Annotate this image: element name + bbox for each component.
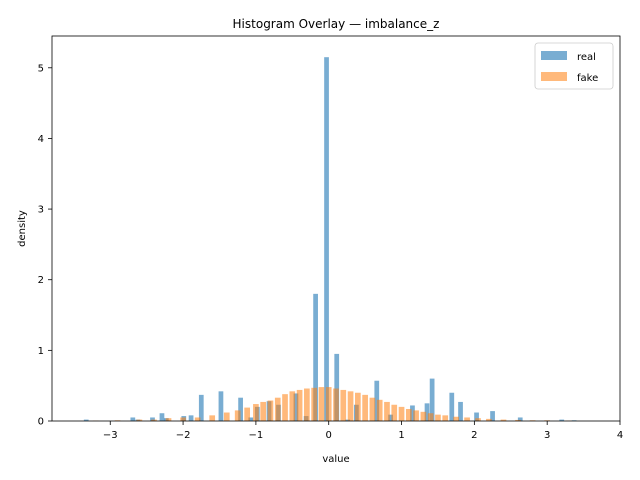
real-bar (490, 411, 495, 421)
fake-bar (442, 415, 449, 421)
fake-bar (413, 410, 419, 421)
real-bar (517, 417, 523, 421)
y-tick-label: 4 (38, 134, 44, 145)
real-bar (248, 417, 254, 421)
fake-bar (333, 388, 339, 421)
real-bar (218, 391, 224, 421)
fake-bar (500, 419, 507, 421)
chart-title: Histogram Overlay — imbalance_z (233, 17, 440, 31)
fake-bar (165, 418, 172, 421)
legend-label-real: real (577, 52, 596, 63)
fake-bar (464, 417, 470, 421)
fake-bar (296, 389, 303, 421)
fake-bar (304, 388, 310, 421)
real-bar (324, 57, 329, 421)
fake-bar (282, 394, 288, 421)
y-tick-label: 2 (38, 275, 44, 286)
x-tick-label: 3 (544, 430, 550, 441)
fake-bar (486, 418, 492, 421)
fake-bar (347, 391, 354, 421)
fake-bar (253, 404, 259, 421)
real-bar (458, 401, 463, 421)
fake-bar (274, 397, 281, 421)
x-axis-label: value (322, 454, 349, 465)
real-bar (410, 405, 415, 421)
real-bar (388, 414, 393, 421)
real-bar (150, 417, 155, 421)
real-bar (313, 293, 318, 421)
plot-area (83, 57, 577, 421)
fake-bar (376, 399, 383, 421)
fake-bar (267, 400, 274, 421)
fake-bar (223, 412, 230, 421)
fake-bar (427, 413, 434, 421)
legend-swatch-real (541, 51, 567, 60)
legend-swatch-fake (541, 72, 567, 81)
real-bar (238, 397, 243, 421)
legend: real fake (534, 42, 614, 90)
fake-bar (151, 419, 157, 421)
real-bar (188, 415, 194, 421)
real-bar (293, 393, 299, 421)
fake-bar (391, 404, 398, 421)
real-bar (130, 417, 136, 421)
fake-bar (340, 389, 347, 421)
fake-bar (362, 394, 368, 421)
fake-bar (355, 392, 361, 421)
y-tick-label: 0 (38, 417, 44, 428)
real-bar (345, 419, 351, 421)
fake-bar (136, 419, 143, 421)
x-tick-label: 2 (471, 430, 477, 441)
x-tick-label: 4 (617, 430, 623, 441)
fake-bar (194, 417, 201, 421)
x-tick-label: 0 (326, 430, 332, 441)
fake-bar (435, 414, 441, 421)
fake-bar (244, 407, 250, 421)
axes: −3 −2 −1 0 1 2 3 4 0 1 2 3 4 5 (38, 35, 623, 441)
x-tick-label: −2 (176, 430, 191, 441)
fake-bar (420, 411, 427, 421)
fake-bar (325, 387, 332, 421)
x-tick-label: −3 (103, 430, 118, 441)
real-bar (429, 378, 435, 421)
real-bar (159, 413, 165, 421)
real-bar (334, 353, 340, 421)
fake-bar (289, 391, 296, 421)
series-fake (92, 387, 572, 421)
real-bar (83, 419, 89, 421)
real-bar (559, 419, 565, 421)
y-tick-label: 1 (38, 346, 44, 357)
fake-bar (475, 418, 481, 421)
x-tick-label: 1 (398, 430, 404, 441)
real-bar (424, 403, 430, 421)
plot-frame (51, 35, 621, 422)
y-axis-label: density (17, 210, 28, 247)
fake-bar (311, 387, 317, 421)
fake-bar (384, 401, 390, 421)
fake-bar (209, 415, 216, 421)
real-bar (449, 392, 455, 421)
fake-bar (453, 416, 459, 421)
fake-bar (234, 410, 241, 421)
y-tick-label: 3 (38, 205, 44, 216)
fake-bar (405, 408, 412, 421)
real-bar (198, 394, 204, 421)
legend-label-fake: fake (577, 73, 598, 84)
fake-bar (180, 417, 186, 421)
fake-bar (318, 387, 325, 421)
fake-bar (260, 401, 267, 421)
fake-bar (369, 397, 376, 421)
real-bar (474, 412, 479, 421)
legend-box (534, 42, 614, 90)
x-tick-label: −1 (249, 430, 264, 441)
real-bar (374, 380, 380, 421)
fake-bar (515, 419, 521, 421)
fake-bar (398, 406, 405, 421)
y-tick-label: 5 (38, 63, 44, 74)
